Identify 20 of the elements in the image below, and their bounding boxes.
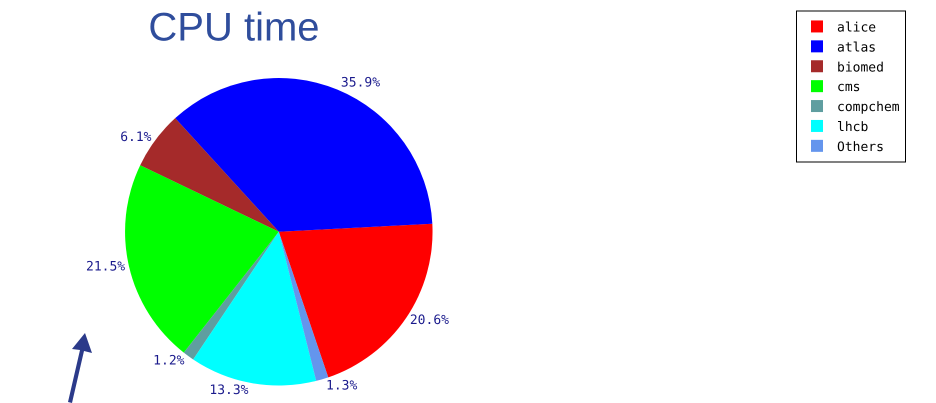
data-label: 13.3% bbox=[209, 382, 249, 398]
legend-label: compchem bbox=[837, 100, 900, 116]
legend-label: cms bbox=[837, 80, 860, 96]
data-label: 35.9% bbox=[340, 76, 380, 91]
pie-slice bbox=[278, 232, 328, 381]
pie-slice bbox=[175, 78, 432, 232]
legend-label: alice bbox=[837, 20, 876, 36]
data-label: 20.6% bbox=[410, 312, 450, 328]
pie-slice bbox=[193, 232, 316, 386]
data-label: 21.5% bbox=[86, 259, 126, 274]
pie-slice bbox=[184, 232, 279, 360]
data-label: 1.2% bbox=[153, 354, 185, 369]
legend-label: Others bbox=[837, 140, 884, 155]
legend-label: biomed bbox=[837, 60, 884, 76]
legend-label: lhcb bbox=[837, 120, 868, 136]
chart-title: CPU time bbox=[148, 5, 320, 50]
pie-slice bbox=[125, 165, 279, 353]
data-label: 1.3% bbox=[326, 378, 358, 394]
legend-label: atlas bbox=[837, 40, 876, 56]
data-label: 6.1% bbox=[120, 130, 152, 145]
